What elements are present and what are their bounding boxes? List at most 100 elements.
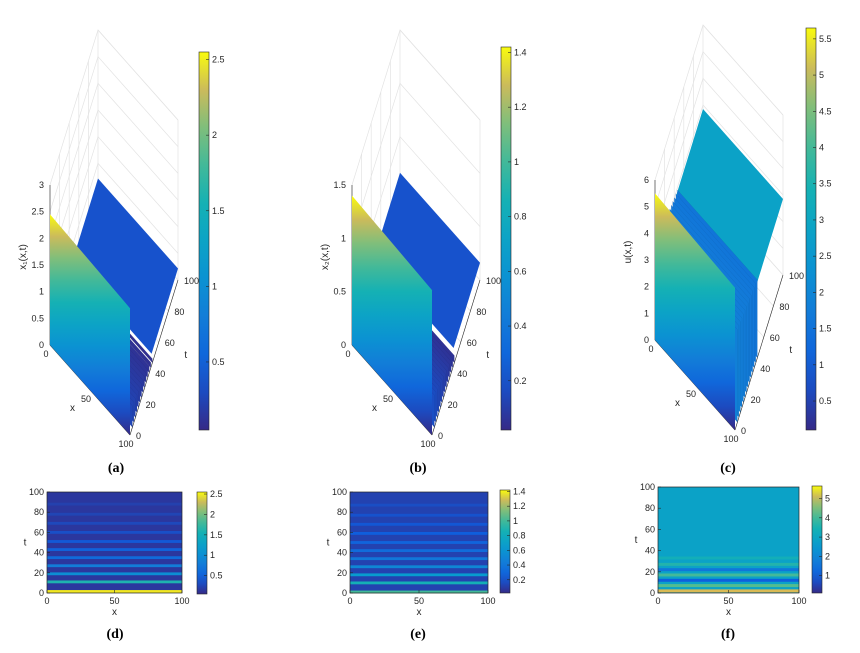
panel-d-heatmap: 0 50 100 0 20 40 60 80 100 x t: [24, 487, 190, 618]
z-tick-label: 6: [644, 175, 649, 185]
caption-e: (e): [410, 627, 426, 642]
panel-a-colorbar-tick-label: 2: [212, 130, 217, 140]
panel-d-colorbar-tick-label: 0.5: [210, 571, 223, 581]
x-tick-label: 0: [44, 596, 49, 606]
heatmap-band: [350, 581, 488, 585]
grid-line: [399, 29, 481, 121]
x-tick-label: 50: [686, 389, 696, 399]
heatmap-band: [350, 513, 488, 517]
t-tick-label: 0: [438, 431, 443, 441]
y-tick-label: 20: [34, 568, 44, 578]
heatmap-background: [658, 487, 799, 593]
t-tick-label: 100: [184, 276, 199, 286]
z-tick-label: 0: [39, 340, 44, 350]
x-tick-label: 100: [420, 439, 435, 449]
t-tick-label: 20: [448, 400, 458, 410]
z-tick-label: 1.5: [31, 260, 44, 270]
t-axis-label: t: [184, 350, 187, 361]
heatmap-band: [350, 549, 488, 552]
z-tick-label: 0: [644, 335, 649, 345]
panel-f-colorbar-tick-label: 1: [825, 571, 830, 581]
panel-b-colorbar-tick-label: 1: [514, 157, 519, 167]
panel-f-colorbar-tick-label: 5: [825, 494, 830, 504]
heatmap-band: [350, 522, 488, 526]
t-tick-label: 40: [760, 364, 770, 374]
grid-line: [97, 29, 179, 121]
panel-f-colorbar-tick-label: 4: [825, 513, 830, 523]
z-tick-label: 0: [341, 340, 346, 350]
x-tick-label: 100: [174, 596, 189, 606]
panel-a-colorbar-tick-label: 1: [212, 281, 217, 291]
panel-d-colorbar: 0.5 1 1.5 2 2.5: [196, 489, 223, 595]
heatmap-band: [658, 568, 799, 572]
heatmap-band: [350, 503, 488, 507]
panel-b-colorbar-tick-label: 0.2: [514, 376, 527, 386]
y-tick-label: 100: [640, 482, 655, 492]
panel-f-colorbar-tick-label: 2: [825, 551, 830, 561]
t-tick-label: 60: [165, 338, 175, 348]
z-tick-label: 2: [644, 282, 649, 292]
panel-b-colorbar: 0.2 0.4 0.6 0.8 1 1.2 1.4: [500, 46, 527, 431]
y-axis-label: t: [635, 535, 638, 546]
y-tick-label: 20: [645, 567, 655, 577]
panel-b-colorbar-tick-label: 1.4: [514, 47, 527, 57]
panel-f-colorbar-tick-label: 3: [825, 532, 830, 542]
z-axis-label: u(x,t): [623, 241, 634, 264]
x-tick-label: 0: [648, 344, 653, 354]
z-tick-label: 4: [644, 228, 649, 238]
heatmap-band: [350, 565, 488, 569]
heatmap-band: [350, 531, 488, 535]
t-axis: [734, 274, 784, 431]
panel-c-colorbar-tick-label: 2.5: [819, 251, 832, 261]
caption-b: (b): [409, 461, 426, 476]
t-tick-label: 20: [751, 395, 761, 405]
x-tick-label: 100: [118, 439, 133, 449]
panel-d-colorbar-gradient: [196, 491, 208, 595]
t-tick-label: 80: [779, 302, 789, 312]
panel-d-colorbar-tick-label: 1.5: [210, 530, 223, 540]
y-tick-label: 40: [34, 548, 44, 558]
y-tick-label: 40: [645, 546, 655, 556]
y-axis-label: t: [24, 538, 27, 549]
panel-e-colorbar-tick-label: 1.4: [513, 486, 526, 496]
panel-c-colorbar-tick-label: 5.5: [819, 34, 832, 44]
z-tick-label: 1: [39, 287, 44, 297]
x-axis-label: x: [417, 607, 422, 618]
y-tick-label: 80: [34, 507, 44, 517]
panel-c-colorbar-tick-label: 1.5: [819, 324, 832, 334]
heatmap-band: [47, 512, 182, 516]
panel-e-colorbar-gradient: [499, 489, 511, 594]
t-tick-label: 60: [770, 333, 780, 343]
y-tick-label: 80: [645, 503, 655, 513]
t-axis-label: t: [486, 350, 489, 361]
x-tick-label: 0: [655, 596, 660, 606]
panel-a-colorbar-tick-label: 1.5: [212, 206, 225, 216]
x-tick-label: 50: [383, 394, 393, 404]
panel-a-colorbar-tick-label: 2.5: [212, 55, 225, 65]
x-axis-label: x: [372, 403, 377, 414]
z-tick-label: 0.5: [333, 287, 346, 297]
heatmap-band: [47, 502, 182, 506]
x-tick-label: 100: [791, 596, 806, 606]
heatmap-band: [658, 584, 799, 588]
panel-b-colorbar-tick-label: 0.4: [514, 321, 527, 331]
heatmap-band: [47, 548, 182, 551]
z-tick-label: 1: [644, 308, 649, 318]
y-tick-label: 60: [645, 524, 655, 534]
x-tick-label: 100: [723, 434, 738, 444]
y-tick-label: 100: [332, 487, 347, 497]
z-tick-label: 1: [341, 233, 346, 243]
heatmap-band: [350, 541, 488, 544]
panel-e-colorbar-tick-label: 0.4: [513, 560, 526, 570]
y-tick-label: 20: [337, 568, 347, 578]
panel-f-colorbar: 1 2 3 4 5: [811, 485, 830, 594]
x-axis-label: x: [70, 403, 75, 414]
t-tick-label: 100: [789, 271, 804, 281]
heatmap-band: [658, 562, 799, 566]
y-tick-label: 80: [337, 507, 347, 517]
panel-c-colorbar-gradient: [805, 27, 817, 431]
y-tick-label: 0: [39, 588, 44, 598]
x-tick-label: 0: [43, 349, 48, 359]
